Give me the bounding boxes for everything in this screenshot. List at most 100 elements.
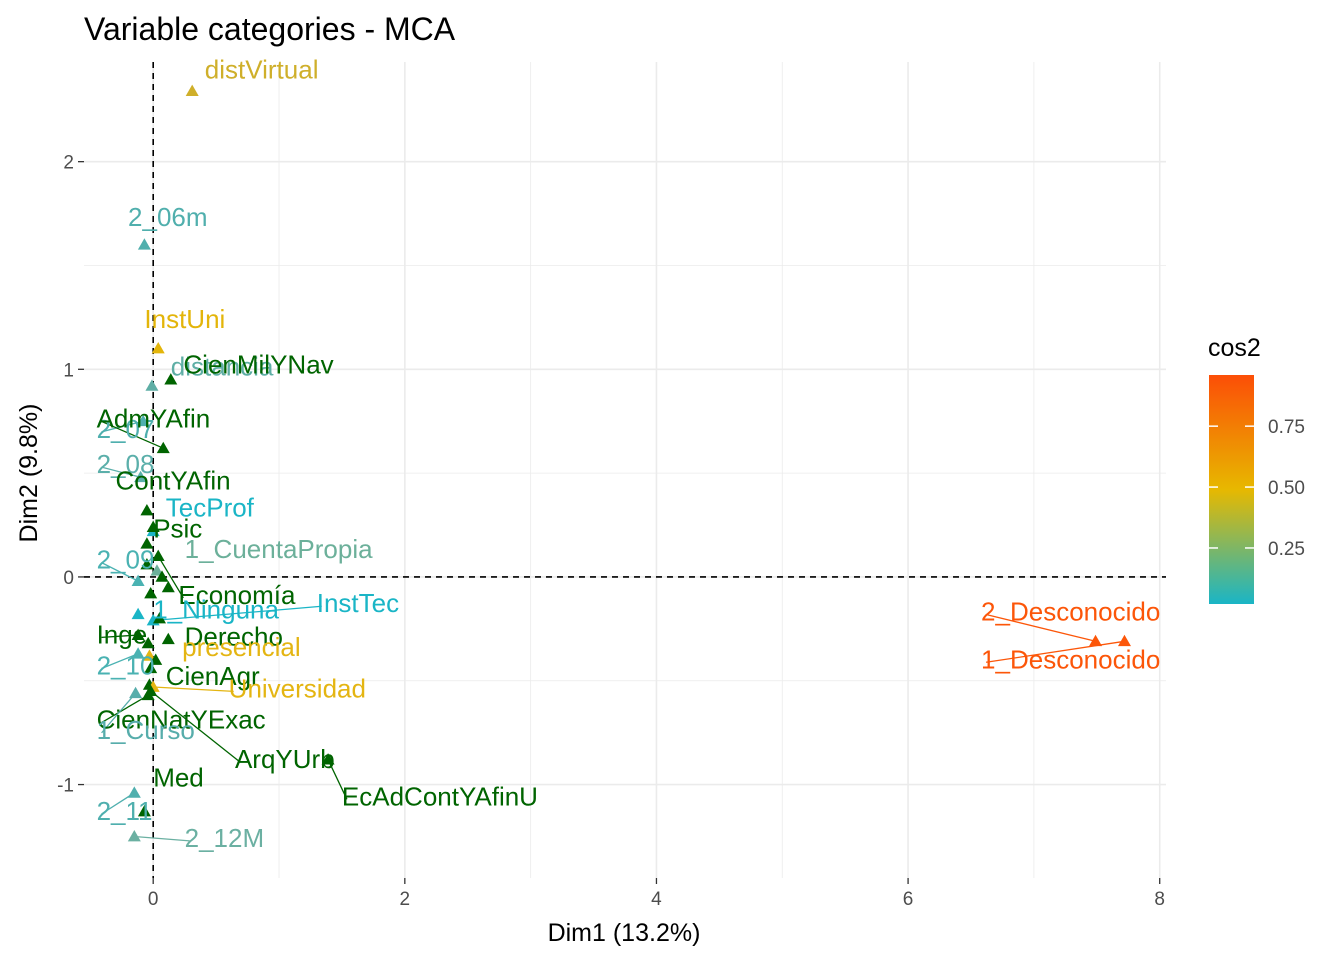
point-label: InstTec [317,588,399,618]
leader-line [153,686,234,693]
point-distancia [145,379,159,391]
x-tick-label: 2 [400,889,411,910]
point-label: 2_09 [97,545,155,575]
label-leader-lines [101,420,1125,842]
point-arqyurb [144,684,158,697]
point-cienmilynav [164,373,178,385]
axis-ticks: 0 2 4 6 8 -1 0 1 2 [57,153,1165,910]
point-2-11 [127,786,141,798]
point-unlabeled [144,661,158,674]
point-inge [131,628,145,640]
leader-line [134,835,190,842]
point-unlabeled [161,580,175,593]
point-econom-a [151,549,165,562]
point-unlabeled [149,653,163,665]
point-label: InstUni [144,304,225,334]
point-1-ninguna [131,607,145,620]
x-tick-label: 0 [148,889,159,910]
point-2-07 [136,414,150,427]
point-label: EcAdContYAfinU [342,781,538,811]
point-admyafin [156,441,170,454]
legend-colorbar [1209,375,1254,604]
y-tick-label: 2 [63,153,74,174]
chart-title: Variable categories - MCA [84,11,456,47]
leader-line [327,759,348,800]
y-tick-label: -1 [57,776,74,797]
leader-line [101,692,137,734]
leader-line [101,562,139,582]
leader-line [101,694,149,724]
legend-tick-label: 0.75 [1268,417,1305,438]
point-label: ArqYUrb [235,744,335,774]
point-distvirtual [185,84,199,96]
data-points [127,84,1131,842]
point-unlabeled [152,611,166,624]
point-label: ContYAfin [115,466,230,496]
point-2-06m [137,238,151,250]
x-tick-label: 6 [903,889,914,910]
point-psic [146,520,160,532]
y-tick-label: 1 [63,360,74,381]
legend-title: cos2 [1208,334,1261,362]
y-axis-title: Dim2 (9.8%) [15,404,43,543]
point-label: 1_Ninguna [153,594,279,624]
reference-lines [84,62,1166,878]
point-label: presencial [182,632,301,662]
x-axis-title: Dim1 (13.2%) [548,919,701,947]
point-derecho [161,632,175,645]
leader-line [101,466,141,478]
leader-line [101,634,139,639]
leader-line [101,653,139,670]
point-label: 1_Curso [97,715,195,745]
point-label: 2_06m [128,202,208,232]
point-label: Inge [97,619,148,649]
point-2-09 [131,574,145,586]
point-label: Derecho [185,621,283,651]
point-unlabeled [155,570,169,582]
legend-tick-label: 0.50 [1268,478,1305,499]
point-label: Universidad [229,673,366,703]
x-tick-label: 8 [1154,889,1165,910]
point-unlabeled [144,587,158,599]
point-label: Med [153,763,204,793]
legend-ticks: 0.25 0.50 0.75 [1209,417,1305,560]
point-label: 2_07 [97,414,155,444]
legend: cos2 0.25 0.50 0.75 [1208,334,1305,604]
point-1-desconocido [1117,634,1131,647]
point-labels: distVirtual 2_06m InstUni distanciaCienMilY… [97,55,1161,853]
legend-tick-label: 0.25 [1268,539,1305,560]
point-label: 1_CuentaPropia [185,534,373,564]
point-2-08 [134,470,148,483]
leader-line [985,640,1125,663]
point-label: Economía [178,580,296,610]
leader-line [153,605,322,622]
point-label: CienAgr [166,661,260,691]
point-unlabeled [140,537,154,549]
point-2-12m [127,829,141,842]
point-label: Psic [153,513,202,543]
leader-line [150,690,241,763]
point-label: distancia [171,352,274,382]
point-2-desconocido [1089,634,1103,647]
leader-line [985,613,1096,642]
point-label: CienNatYExac [97,705,266,735]
point-label: 2_08 [97,449,155,479]
point-label: 2_11 [97,796,153,826]
leader-line [101,420,144,433]
point-label: 2_Desconocido [981,597,1160,627]
point-1-curso [129,686,143,699]
point-med [137,805,151,817]
point-label: TecProf [166,493,255,523]
point-contyafin [140,503,154,516]
point-presencial [142,649,156,661]
point-label: CienMilYNav [183,349,333,379]
point-unlabeled [141,636,155,649]
point-unlabeled [140,557,154,570]
point-label: 1_Desconocido [981,644,1160,674]
point-label: 2_10 [97,651,155,681]
x-tick-label: 4 [651,889,662,910]
point-label: AdmYAfin [97,403,211,433]
point-2-10 [131,647,145,659]
leader-line [157,555,184,599]
